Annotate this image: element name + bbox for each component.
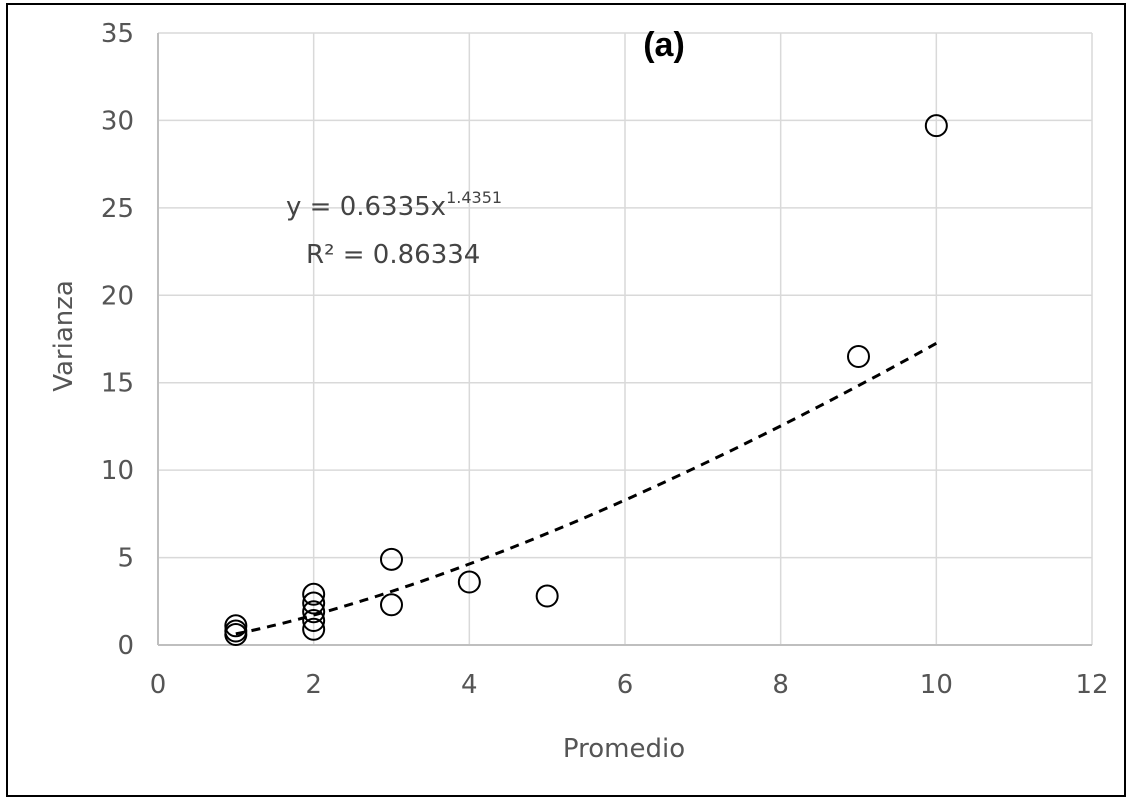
data-points bbox=[224, 114, 948, 647]
y-tick-label: 0 bbox=[117, 631, 134, 661]
data-point bbox=[302, 591, 326, 615]
axes bbox=[157, 33, 1092, 646]
x-axis-title: Promedio bbox=[563, 734, 685, 764]
power-trendline bbox=[235, 341, 938, 636]
y-tick-label: 25 bbox=[101, 194, 134, 224]
y-tick-label: 30 bbox=[101, 106, 134, 136]
data-point bbox=[380, 547, 403, 571]
trendline-equation-exponent: 1.4351 bbox=[446, 188, 502, 207]
data-point bbox=[302, 600, 326, 624]
x-tick-label: 4 bbox=[461, 670, 478, 700]
r-squared-label: R² = 0.86334 bbox=[306, 240, 480, 270]
x-tick-label: 10 bbox=[920, 670, 953, 700]
data-point bbox=[302, 582, 326, 606]
x-tick-label: 6 bbox=[617, 670, 634, 700]
x-tick-label: 8 bbox=[772, 670, 789, 700]
data-point bbox=[302, 617, 326, 641]
trendline-group bbox=[235, 341, 938, 636]
trendline-equation: y = 0.6335x1.4351 bbox=[286, 188, 502, 222]
data-point bbox=[302, 609, 326, 633]
data-point bbox=[224, 619, 248, 643]
data-point bbox=[924, 114, 948, 138]
y-tick-label: 35 bbox=[101, 19, 134, 49]
y-axis-title: Varianza bbox=[49, 280, 79, 392]
data-point bbox=[224, 614, 248, 638]
data-point bbox=[535, 584, 559, 608]
y-tick-label: 20 bbox=[101, 281, 134, 311]
data-point bbox=[457, 570, 481, 594]
x-tick-label: 12 bbox=[1075, 670, 1108, 700]
y-tick-label: 10 bbox=[101, 456, 134, 486]
trendline-equation-base: y = 0.6335x bbox=[286, 192, 446, 222]
x-tick-labels: 0 2 4 6 8 10 12 bbox=[150, 670, 1109, 700]
y-tick-label: 5 bbox=[117, 544, 134, 574]
data-point bbox=[380, 593, 403, 617]
data-point bbox=[847, 344, 870, 368]
panel-label: (a) bbox=[643, 26, 685, 64]
y-tick-label: 15 bbox=[101, 369, 134, 399]
x-tick-label: 0 bbox=[150, 670, 167, 700]
x-tick-label: 2 bbox=[305, 670, 322, 700]
y-tick-labels: 0 5 10 15 20 25 30 35 bbox=[101, 19, 134, 661]
grid-lines bbox=[158, 32, 1093, 645]
